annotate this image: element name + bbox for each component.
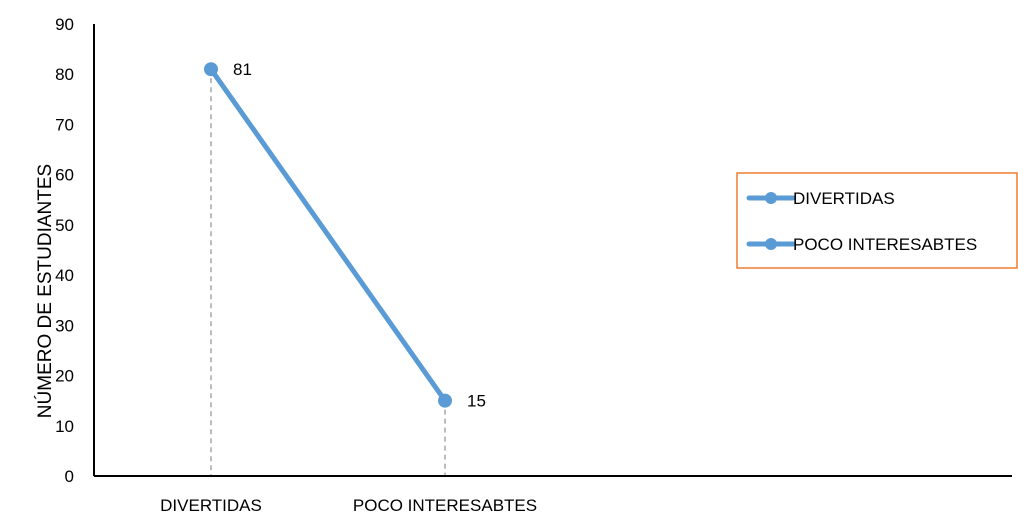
y-tick-label: 30: [55, 316, 74, 335]
y-tick-label: 0: [65, 467, 74, 486]
legend: DIVERTIDAS POCO INTERESABTES: [736, 172, 1018, 269]
y-tick-label: 70: [55, 115, 74, 134]
y-tick-label: 20: [55, 367, 74, 386]
y-tick-label: 50: [55, 216, 74, 235]
legend-marker: [765, 238, 777, 250]
y-tick-label: 40: [55, 266, 74, 285]
y-tick-label: 10: [55, 417, 74, 436]
data-labels: 81 15: [233, 60, 486, 410]
drop-lines: [210, 69, 446, 476]
y-tick-label: 80: [55, 65, 74, 84]
y-tick-labels: 0 10 20 30 40 50 60 70 80 90: [55, 15, 74, 486]
data-point: [438, 393, 452, 408]
legend-box: [736, 172, 1018, 269]
x-tick-labels: DIVERTIDAS POCO INTERESABTES: [160, 496, 537, 515]
x-tick-label: DIVERTIDAS: [160, 496, 262, 515]
legend-marker: [765, 192, 777, 204]
data-label: 81: [233, 60, 252, 79]
y-axis-title: NÚMERO DE ESTUDIANTES: [34, 164, 56, 418]
legend-label: DIVERTIDAS: [793, 189, 895, 208]
data-label: 15: [467, 392, 486, 411]
x-tick-label: POCO INTERESABTES: [353, 496, 537, 515]
y-tick-label: 60: [55, 166, 74, 185]
data-point: [204, 62, 218, 77]
series-line: [208, 66, 448, 404]
series-layer: [204, 62, 452, 408]
y-tick-label: 90: [55, 15, 74, 34]
legend-label: POCO INTERESABTES: [793, 235, 977, 254]
